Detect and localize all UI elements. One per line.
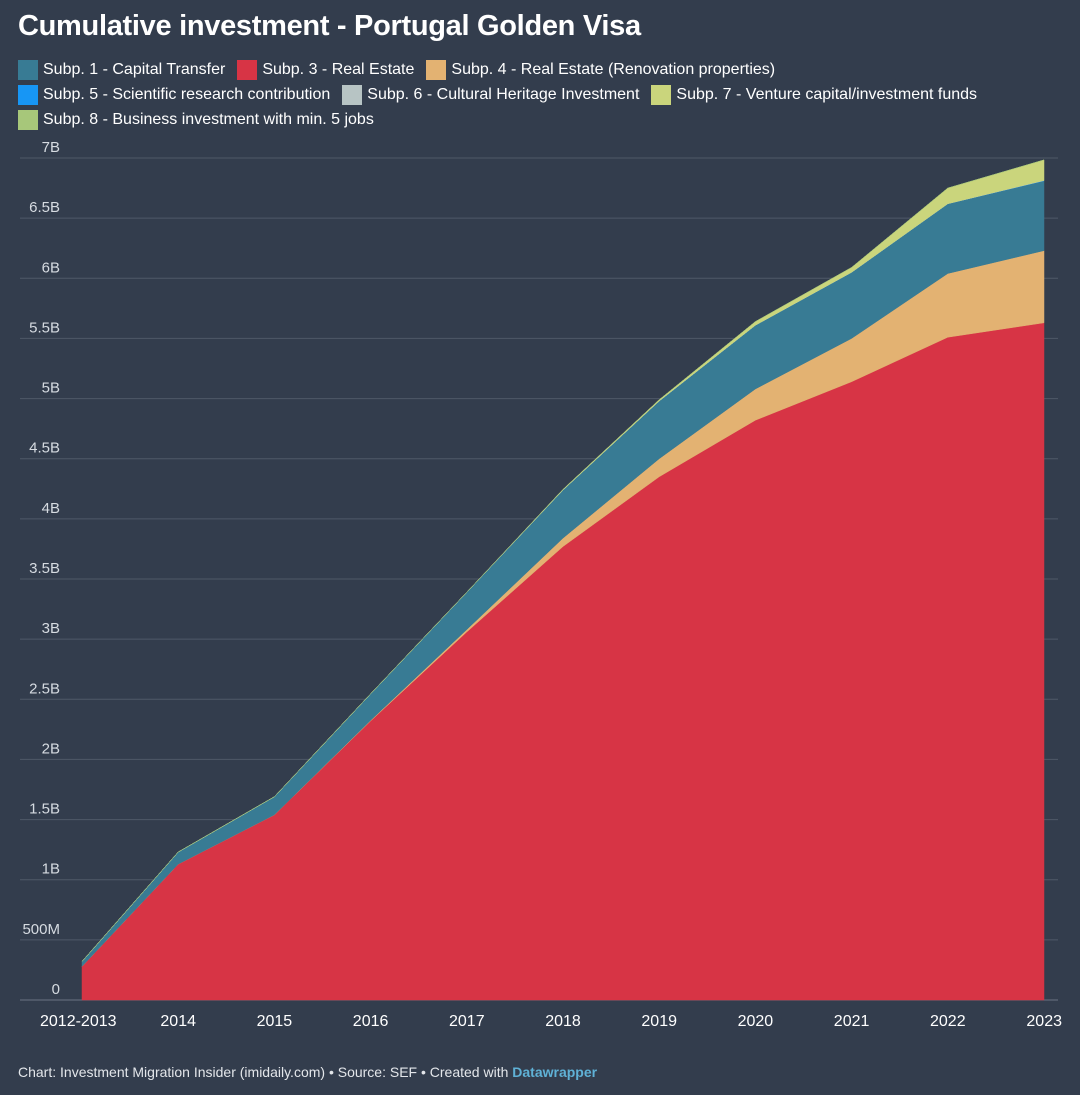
legend-swatch [651, 85, 672, 105]
x-tick-label: 2017 [449, 1013, 485, 1030]
y-tick-label: 5.5B [29, 319, 60, 336]
legend-item[interactable]: Subp. 4 - Real Estate (Renovation proper… [426, 60, 775, 80]
area-series-1[interactable] [81, 322, 1045, 1001]
x-tick-label: 2015 [257, 1013, 293, 1030]
x-tick-label: 2020 [738, 1013, 774, 1030]
legend-item[interactable]: Subp. 3 - Real Estate [237, 60, 414, 80]
y-tick-label: 3B [42, 620, 60, 637]
y-tick-label: 500M [22, 921, 60, 938]
legend-label: Subp. 4 - Real Estate (Renovation proper… [451, 61, 776, 78]
legend-item[interactable]: Subp. 6 - Cultural Heritage Investment [342, 85, 639, 105]
legend-label: Subp. 8 - Business investment with min. … [43, 111, 374, 128]
legend-item[interactable]: Subp. 1 - Capital Transfer [18, 60, 225, 80]
x-tick-label: 2019 [641, 1013, 677, 1030]
y-tick-label: 3.5B [29, 560, 60, 577]
y-tick-label: 5B [42, 380, 60, 397]
y-tick-label: 0 [52, 981, 60, 998]
legend-item[interactable]: Subp. 5 - Scientific research contributi… [18, 85, 330, 105]
y-tick-label: 6B [42, 259, 60, 276]
y-tick-label: 1.5B [29, 801, 60, 818]
footer-credit: Chart: Investment Migration Insider (imi… [18, 1064, 513, 1080]
chart-footer: Chart: Investment Migration Insider (imi… [18, 1064, 597, 1080]
legend-label: Subp. 6 - Cultural Heritage Investment [367, 86, 640, 103]
legend-label: Subp. 7 - Venture capital/investment fun… [676, 86, 978, 103]
y-tick-label: 2.5B [29, 680, 60, 697]
legend-swatch [342, 85, 363, 105]
x-tick-label: 2022 [930, 1013, 966, 1030]
legend-label: Subp. 1 - Capital Transfer [43, 61, 226, 78]
legend: Subp. 1 - Capital Transfer Subp. 3 - Real… [18, 60, 1068, 130]
y-tick-label: 2B [42, 740, 60, 757]
x-tick-label: 2014 [160, 1013, 196, 1030]
y-tick-label: 6.5B [29, 199, 60, 216]
legend-item[interactable]: Subp. 7 - Venture capital/investment fun… [651, 85, 977, 105]
stacked-area-chart: 0 500M 1B 1.5B 2B 2.5B 3B 3.5B 4B 4.5B 5B 5.5B 6B 6.5… [20, 139, 1062, 1030]
legend-swatch [18, 60, 38, 80]
legend-label: Subp. 3 - Real Estate [262, 61, 415, 78]
x-tick-label: 2021 [834, 1013, 870, 1030]
datawrapper-link[interactable]: Datawrapper [512, 1064, 598, 1080]
legend-swatch [18, 110, 38, 130]
legend-swatch [237, 60, 258, 80]
legend-swatch [426, 60, 447, 80]
x-tick-label: 2018 [545, 1013, 581, 1030]
legend-item[interactable]: Subp. 8 - Business investment with min. … [18, 110, 374, 130]
legend-label: Subp. 5 - Scientific research contributi… [43, 86, 331, 103]
y-tick-label: 4B [42, 500, 60, 517]
y-tick-label: 4.5B [29, 440, 60, 457]
x-tick-label: 2023 [1026, 1013, 1062, 1030]
area-series [81, 159, 1045, 1001]
y-tick-label: 7B [42, 139, 60, 156]
legend-swatch [18, 85, 38, 105]
chart-title: Cumulative investment - Portugal Golden … [18, 10, 641, 42]
y-tick-label: 1B [42, 861, 60, 878]
area-series-7[interactable] [81, 159, 1045, 962]
x-tick-label: 2016 [353, 1013, 389, 1030]
x-tick-label: 2012-2013 [40, 1013, 117, 1030]
axis-labels: 0 500M 1B 1.5B 2B 2.5B 3B 3.5B 4B 4.5B 5B 5.5B 6B 6.5… [22, 139, 1062, 1030]
